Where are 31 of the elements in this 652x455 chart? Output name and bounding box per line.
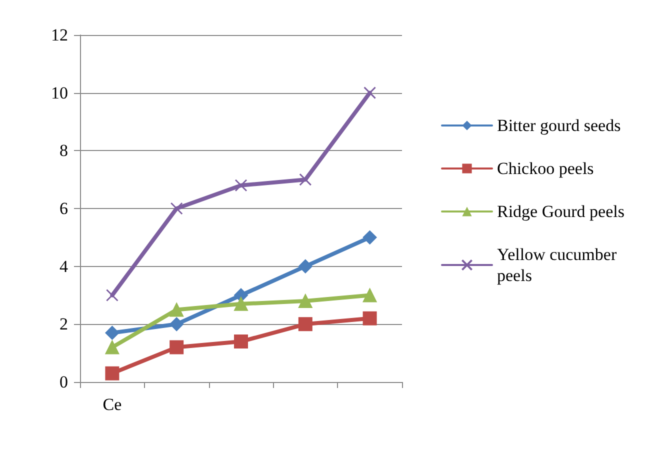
point [362,288,377,302]
y-tick-label: 6 [60,199,68,218]
legend-label: Yellow cucumber peels [497,245,621,285]
legend-label: Chickoo peels [497,159,594,178]
point [105,366,120,380]
point [170,317,184,332]
x-tick-label: Ce [102,395,122,414]
point [106,289,118,302]
legend-label: Ridge Gourd peels [497,202,624,221]
point [298,317,312,332]
point [234,296,248,311]
point [170,340,184,354]
point [170,302,184,317]
y-tick-label: 12 [51,26,68,44]
point [105,340,120,354]
point [362,311,377,326]
point [299,173,312,186]
point [234,334,248,349]
point [105,326,120,340]
point [364,86,376,100]
y-tick-label: 8 [60,141,68,160]
point [298,259,312,274]
y-tick-label: 2 [60,314,68,334]
point [234,179,248,192]
y-tick-label: 0 [60,372,68,392]
point [298,294,312,308]
legend-label: Bitter gourd seeds [497,116,621,135]
point [362,230,377,244]
y-tick-label: 4 [60,256,68,276]
point [170,202,183,215]
y-tick-label: 10 [51,83,68,102]
